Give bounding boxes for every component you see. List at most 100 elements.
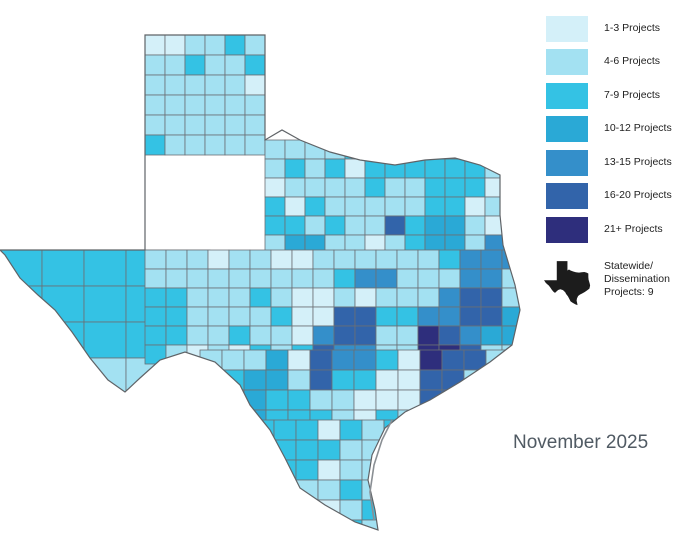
county-210 [249, 325, 272, 346]
county-35 [244, 134, 266, 156]
county-316 [383, 439, 407, 461]
county-18 [144, 94, 166, 116]
county-279 [375, 389, 399, 411]
county-124 [41, 357, 85, 395]
county-250 [397, 349, 421, 371]
county-195 [312, 306, 335, 327]
county-219 [438, 325, 461, 346]
county-20 [184, 94, 206, 116]
county-285 [507, 389, 520, 411]
legend-item-10-12: 10-12 Projects [546, 116, 686, 144]
county-37 [284, 139, 306, 160]
county-1 [164, 35, 186, 56]
county-260 [287, 369, 311, 391]
county-206 [165, 325, 188, 346]
county-52 [344, 158, 366, 179]
county-240 [501, 344, 520, 365]
county-328 [295, 479, 319, 501]
county-287 [221, 409, 245, 431]
county-15 [204, 74, 226, 96]
county-199 [396, 306, 419, 327]
county-327 [273, 479, 297, 501]
county-158 [291, 268, 314, 289]
county-332 [383, 479, 407, 501]
county-30 [144, 134, 166, 156]
county-298 [463, 409, 487, 431]
county-301 [229, 419, 253, 441]
county-42 [384, 139, 406, 160]
county-22 [224, 94, 246, 116]
county-348 [383, 519, 407, 530]
county-26 [184, 114, 206, 136]
county-12 [144, 74, 166, 96]
county-67 [404, 177, 426, 198]
legend-label-16-20: 16-20 Projects [604, 189, 672, 201]
county-252 [441, 349, 465, 371]
county-2 [184, 35, 206, 56]
county-244 [265, 349, 289, 371]
legend-label-1-3: 1-3 Projects [604, 22, 661, 34]
county-218 [417, 325, 440, 346]
county-319 [273, 459, 297, 481]
county-77 [364, 196, 386, 217]
county-299 [485, 409, 509, 431]
county-45 [444, 139, 466, 160]
county-241 [199, 349, 223, 371]
county-268 [463, 369, 487, 391]
county-70 [464, 177, 486, 198]
county-25 [164, 114, 186, 136]
county-110 [83, 249, 127, 287]
county-272 [221, 389, 245, 411]
county-214 [333, 325, 356, 346]
county-113 [0, 285, 43, 323]
county-313 [317, 439, 341, 461]
county-322 [339, 459, 363, 481]
county-115 [83, 285, 127, 323]
county-194 [291, 306, 314, 327]
county-340 [383, 499, 407, 521]
county-92 [424, 215, 446, 236]
legend-item-4-6: 4-6 Projects [546, 49, 686, 77]
county-86 [304, 215, 326, 236]
county-220 [459, 325, 482, 346]
county-157 [270, 268, 293, 289]
county-56 [424, 158, 446, 179]
county-169 [144, 287, 167, 308]
county-141 [312, 249, 335, 270]
county-134 [165, 249, 188, 270]
county-90 [384, 215, 406, 236]
county-295 [397, 409, 421, 431]
county-262 [331, 369, 355, 391]
county-216 [375, 325, 398, 346]
county-180 [375, 287, 398, 308]
legend-swatch-10-12 [546, 116, 588, 142]
county-324 [383, 459, 407, 481]
county-108 [0, 249, 43, 287]
county-196 [333, 306, 356, 327]
county-144 [375, 249, 398, 270]
county-16 [224, 74, 246, 96]
county-317 [229, 459, 253, 481]
county-254 [485, 349, 509, 371]
county-302 [251, 419, 275, 441]
county-123 [0, 357, 43, 395]
date-label: November 2025 [513, 432, 649, 453]
county-248 [353, 349, 377, 371]
county-277 [331, 389, 355, 411]
county-182 [417, 287, 440, 308]
county-200 [417, 306, 440, 327]
legend-label-10-12: 10-12 Projects [604, 122, 672, 134]
county-347 [361, 519, 385, 530]
county-10 [224, 54, 246, 76]
county-191 [228, 306, 251, 327]
county-188 [165, 306, 188, 327]
county-243 [243, 349, 267, 371]
county-85 [284, 215, 306, 236]
county-274 [265, 389, 289, 411]
county-255 [507, 349, 520, 371]
coastline [369, 419, 393, 521]
county-187 [144, 306, 167, 327]
county-215 [354, 325, 377, 346]
county-60 [264, 177, 286, 198]
county-29 [244, 114, 266, 136]
